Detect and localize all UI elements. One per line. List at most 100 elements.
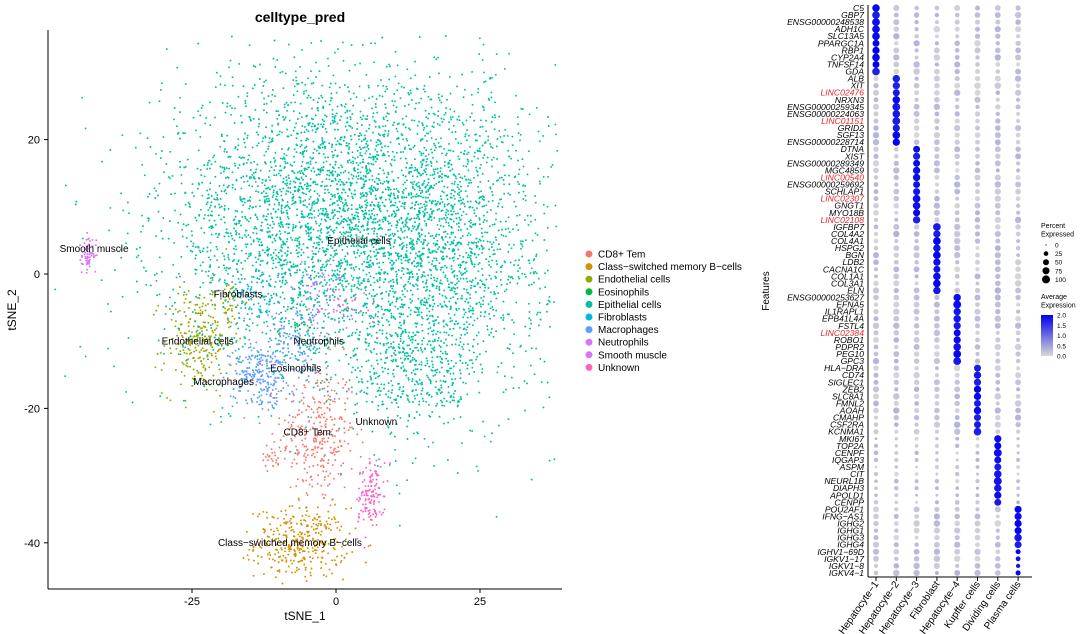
tsne-point [285,522,287,525]
tsne-point [284,271,287,274]
tsne-point [185,364,188,367]
tsne-point [109,310,112,313]
tsne-point [196,369,199,372]
tsne-point [300,316,303,319]
tsne-point [375,254,378,257]
tsne-point [477,270,480,273]
tsne-point [372,158,375,161]
tsne-point [280,510,283,513]
tsne-x-tick-label: 0 [333,596,339,608]
tsne-point [191,311,194,313]
tsne-point [267,176,270,179]
tsne-point [293,56,296,59]
tsne-point [256,538,259,541]
tsne-point [180,173,183,176]
tsne-point [326,57,329,60]
tsne-point [352,160,354,163]
tsne-point [337,521,340,524]
tsne-point [162,136,165,138]
tsne-point [281,317,284,319]
tsne-point [191,338,194,341]
tsne-point [248,115,251,118]
tsne-point [245,235,248,238]
tsne-point [293,85,296,88]
tsne-point [345,202,348,205]
tsne-point [258,238,261,241]
tsne-point [454,190,456,193]
tsne-point [326,289,329,292]
tsne-point [460,190,463,193]
tsne-point [234,164,237,167]
tsne-point [312,437,315,440]
tsne-point [270,448,273,451]
tsne-point [472,351,475,354]
tsne-point [256,355,259,357]
tsne-point [444,111,447,114]
tsne-point [64,375,67,378]
tsne-point [341,248,344,251]
tsne-point [327,64,330,67]
tsne-point [279,165,282,167]
tsne-point [479,363,482,366]
tsne-point [368,97,371,100]
tsne-point [210,210,213,213]
tsne-point [265,320,268,323]
tsne-point [212,291,214,294]
tsne-point [168,308,171,310]
tsne-point [353,308,356,311]
tsne-point [318,224,321,227]
tsne-point [293,530,295,533]
tsne-point [284,556,287,559]
tsne-point [288,182,291,185]
tsne-point [269,523,272,526]
tsne-point [366,140,368,143]
tsne-point [431,125,434,128]
tsne-point [194,381,197,384]
tsne-point [319,259,322,262]
tsne-point [207,270,210,273]
tsne-point [409,237,412,240]
tsne-point [485,258,488,261]
tsne-point [322,543,325,545]
tsne-point [340,559,343,562]
tsne-point [421,259,423,262]
tsne-point [310,206,313,209]
tsne-point [290,526,293,528]
tsne-point [323,291,325,294]
tsne-point [314,552,317,555]
tsne-point [457,115,460,118]
tsne-point [325,418,328,421]
tsne-point [279,238,282,241]
tsne-point [214,321,217,324]
tsne-point [413,158,416,161]
tsne-point [278,133,280,136]
tsne-point [291,421,294,424]
tsne-point [460,199,463,202]
tsne-point [337,240,340,243]
tsne-point [224,307,226,310]
tsne-point [193,308,196,311]
tsne-point [315,253,318,255]
tsne-point [328,409,331,412]
tsne-point [241,121,244,124]
tsne-point [274,454,277,457]
tsne-point [382,281,385,284]
tsne-point [270,566,273,569]
tsne-point [433,237,436,240]
tsne-point [336,175,339,178]
tsne-point [259,305,262,308]
tsne-point [296,239,299,242]
tsne-point [275,294,278,297]
tsne-point [475,358,478,361]
tsne-point [312,99,315,101]
tsne-point [293,535,296,538]
tsne-point [326,188,329,191]
tsne-point [296,569,298,572]
tsne-point [189,205,192,208]
tsne-point [395,226,398,229]
tsne-point [107,347,110,350]
tsne-point [519,240,522,243]
tsne-point [268,455,271,457]
tsne-point [231,171,234,174]
tsne-point [316,192,319,195]
